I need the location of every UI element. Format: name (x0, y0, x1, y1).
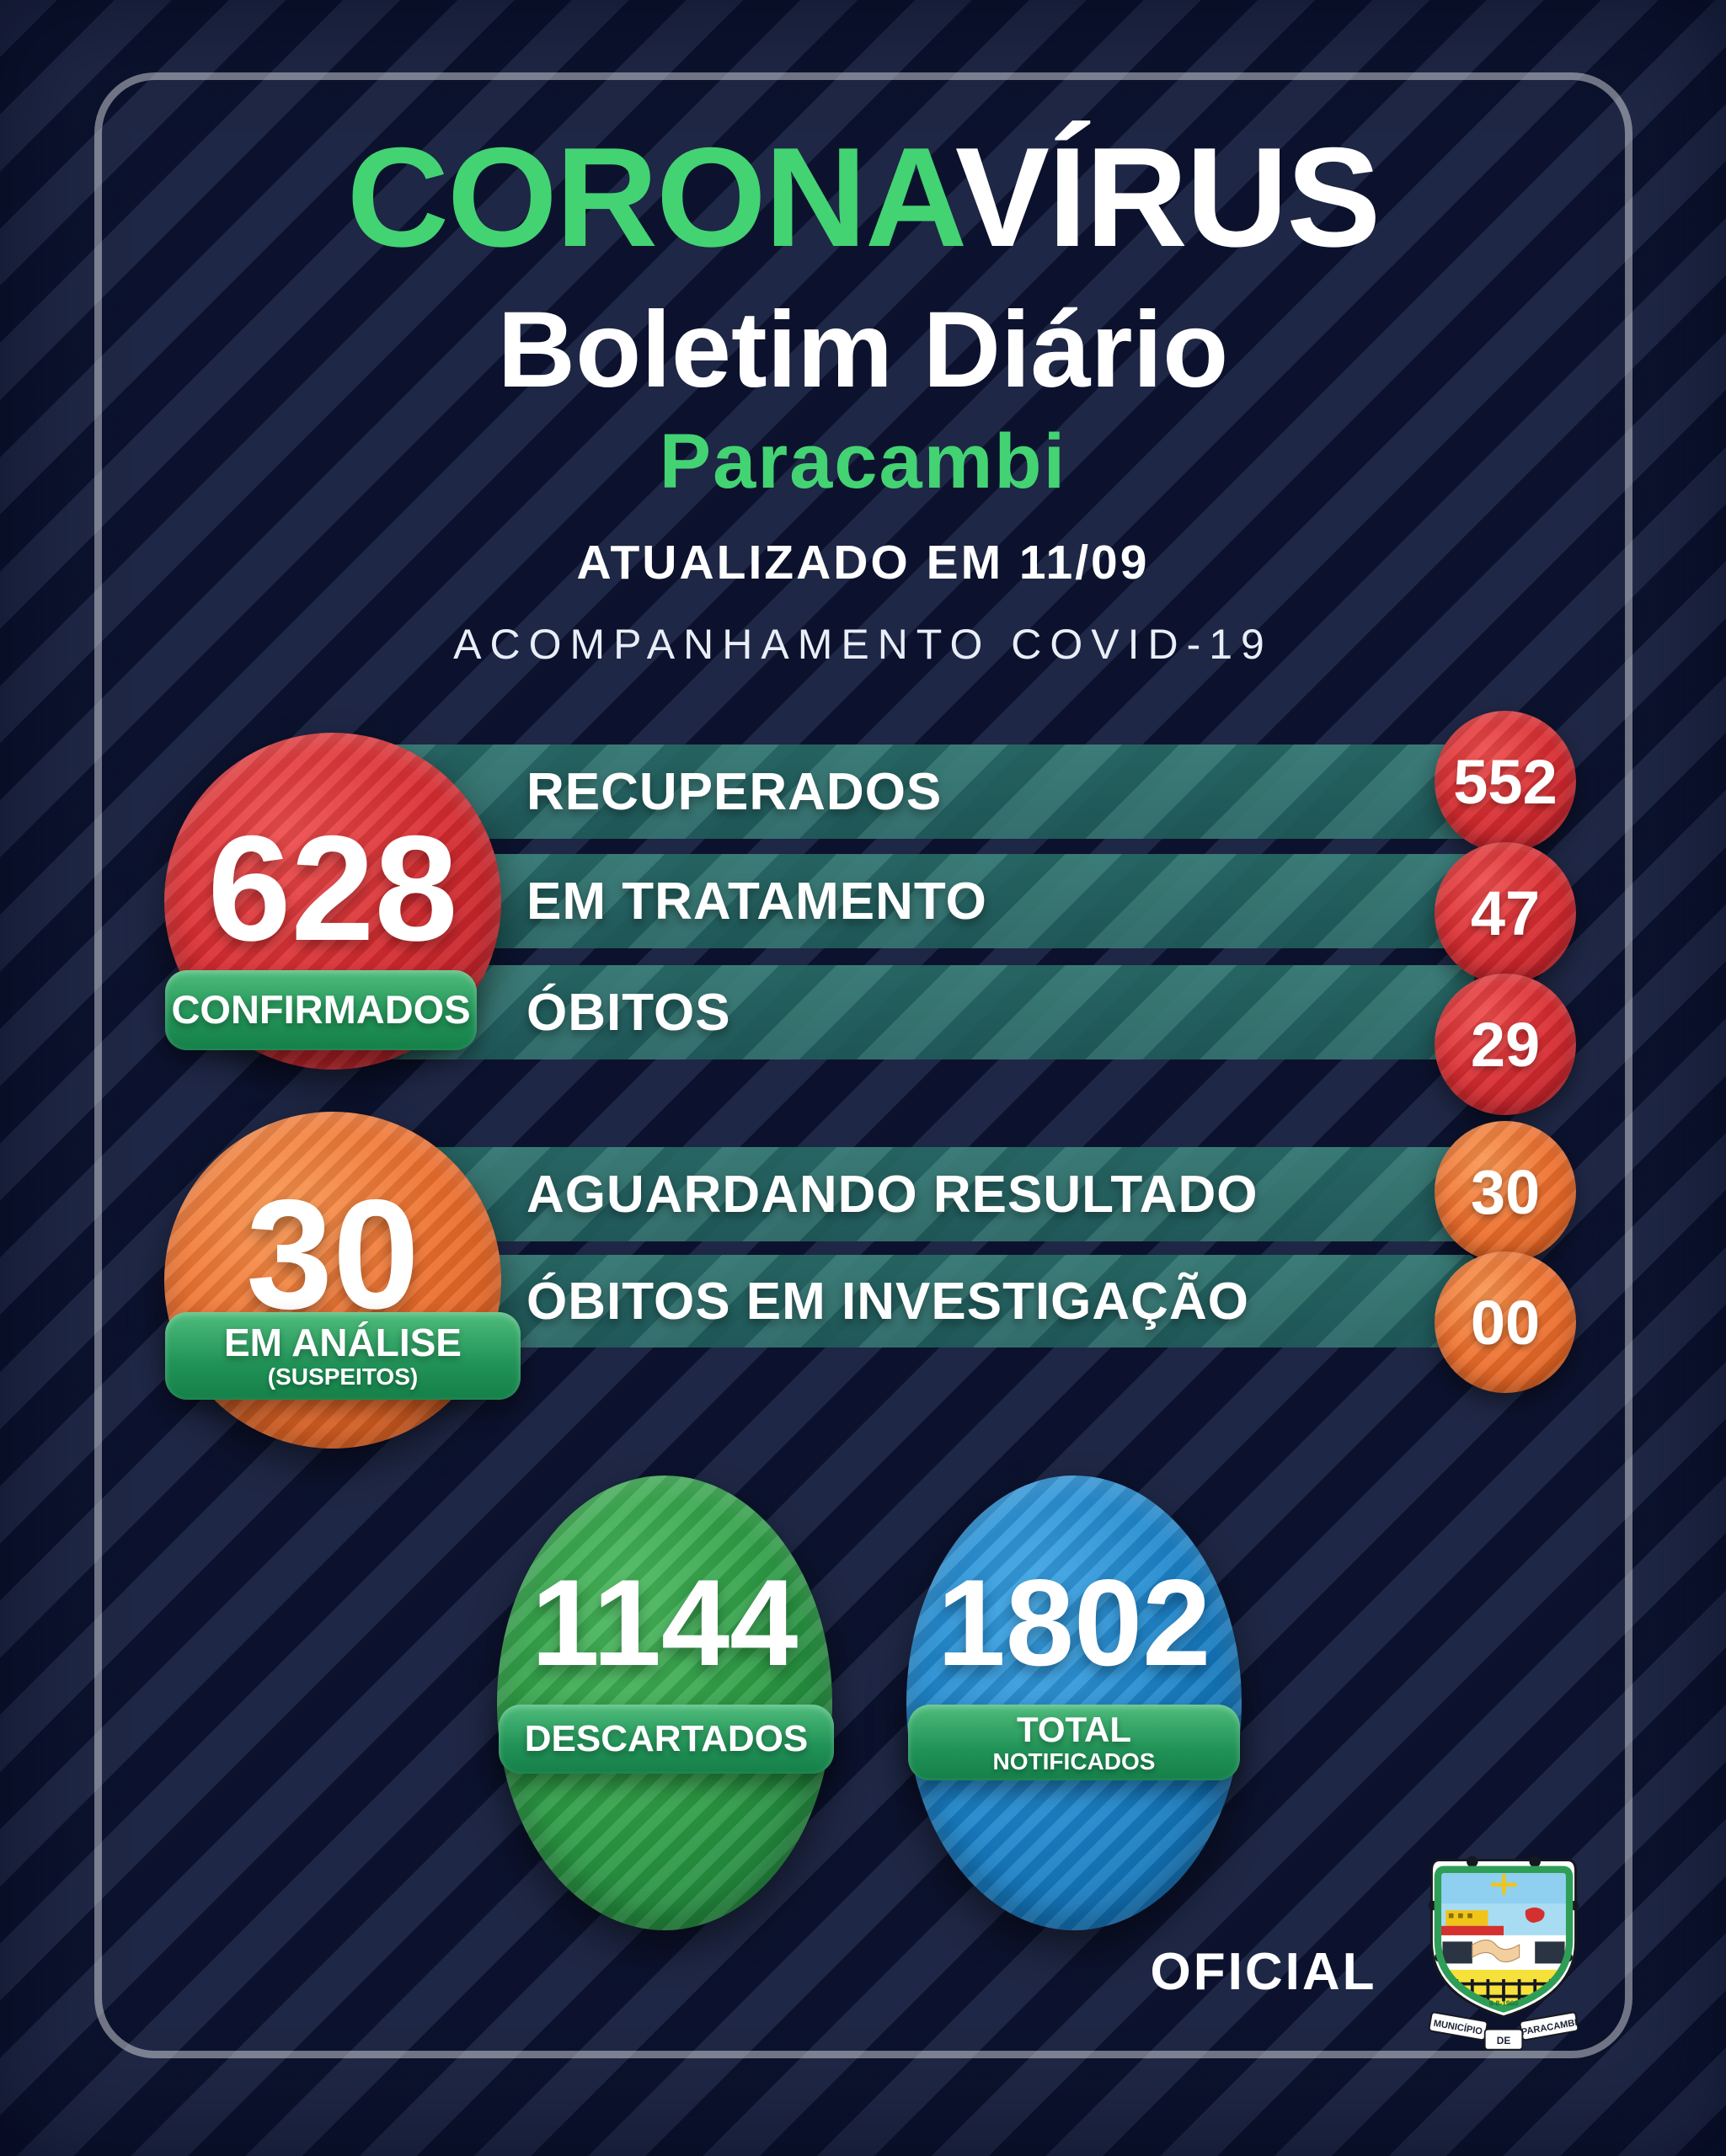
row-label-em-tratamento: EM TRATAMENTO (526, 872, 987, 931)
em-tratamento-value-circle: 47 (1435, 842, 1576, 984)
recuperados-value: 552 (1453, 746, 1558, 817)
obitos-investigacao-value: 00 (1470, 1287, 1541, 1358)
page-title: CORONAVÍRUS (0, 126, 1726, 268)
row-label-obitos-investigacao: ÓBITOS EM INVESTIGAÇÃO (526, 1272, 1249, 1331)
suspects-badge-note: (SUSPEITOS) (267, 1363, 419, 1390)
obitos-value-circle: 29 (1435, 974, 1576, 1115)
title-corona: CORONA (346, 118, 957, 276)
confirmed-badge: CONFIRMADOS (165, 970, 477, 1050)
tracking-label: ACOMPANHAMENTO COVID-19 (453, 621, 1273, 668)
row-label-aguardando-resultado: AGUARDANDO RESULTADO (526, 1165, 1258, 1224)
official-label: OFICIAL (1150, 1943, 1377, 2001)
descartados-circle: 1144 (497, 1476, 832, 1930)
row-label-obitos: ÓBITOS (526, 983, 731, 1042)
confirmed-badge-label: CONFIRMADOS (171, 987, 471, 1033)
suspects-badge: EM ANÁLISE (SUSPEITOS) (165, 1312, 521, 1400)
subtitle-boletim: Boletim Diário (497, 290, 1229, 410)
suspects-badge-label: EM ANÁLISE (224, 1321, 462, 1365)
row-label-recuperados: RECUPERADOS (526, 762, 943, 821)
aguardando-value: 30 (1470, 1156, 1541, 1227)
crest-banner-center: DE (1497, 2035, 1511, 2047)
total-notificados-count: 1802 (937, 1554, 1211, 1691)
total-badge-line2: NOTIFICADOS (992, 1748, 1156, 1774)
em-tratamento-value: 47 (1470, 878, 1541, 948)
crest-green-border (1434, 1865, 1574, 2013)
descartados-count: 1144 (531, 1554, 799, 1691)
confirmed-count: 628 (207, 803, 458, 972)
obitos-investigacao-value-circle: 00 (1435, 1251, 1576, 1393)
title-virus: VÍRUS (954, 118, 1381, 276)
row-aguardando-resultado: AGUARDANDO RESULTADO (379, 1147, 1474, 1241)
total-notificados-circle: 1802 (906, 1476, 1242, 1930)
obitos-value: 29 (1470, 1009, 1541, 1080)
row-obitos-investigacao: ÓBITOS EM INVESTIGAÇÃO (379, 1255, 1474, 1348)
total-notificados-badge: TOTAL NOTIFICADOS (908, 1705, 1240, 1780)
crest-date: 8-8-1960 (1489, 1999, 1518, 2008)
crest-banner: MUNICÍPIO PARACAMBI DE (1428, 2011, 1579, 2051)
recuperados-value-circle: 552 (1435, 711, 1576, 852)
updated-date-label: ATUALIZADO EM 11/09 (576, 536, 1150, 590)
row-recuperados: RECUPERADOS (379, 744, 1474, 839)
city-name: Paracambi (659, 419, 1067, 504)
paracambi-coat-of-arms: 8-8-1960 MUNICÍPIO PARACAMBI DE (1428, 1855, 1579, 2051)
aguardando-value-circle: 30 (1435, 1121, 1576, 1262)
descartados-badge: DESCARTADOS (499, 1705, 834, 1774)
row-em-tratamento: EM TRATAMENTO (379, 854, 1474, 948)
poster-border-frame (94, 72, 1632, 2058)
row-obitos: ÓBITOS (379, 965, 1474, 1059)
descartados-badge-label: DESCARTADOS (524, 1718, 809, 1760)
total-badge-line1: TOTAL (1016, 1710, 1132, 1750)
